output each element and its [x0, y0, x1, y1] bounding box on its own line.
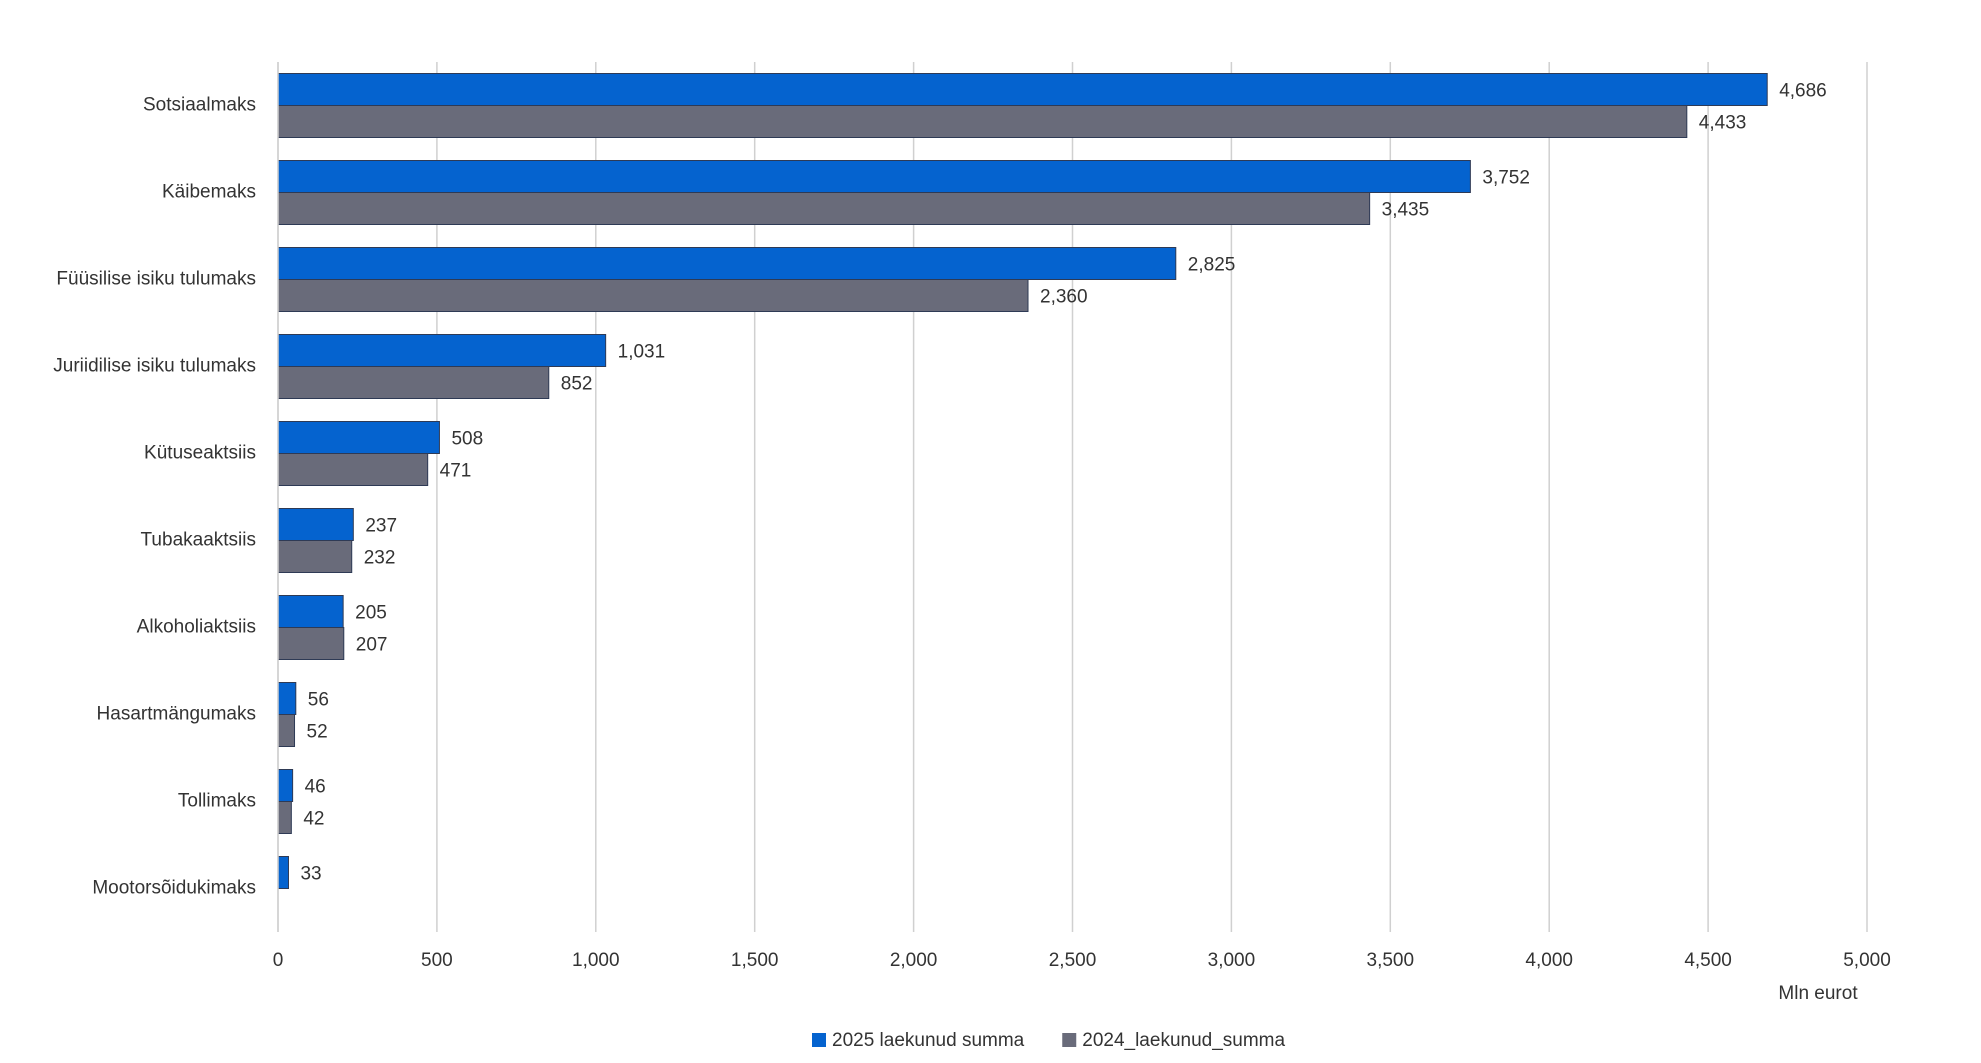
y-tick-label: Hasartmängumaks [97, 704, 256, 725]
y-tick-label: Juriidilise isiku tulumaks [53, 356, 256, 377]
x-tick-label: 1,000 [572, 950, 620, 971]
x-tick-label: 2,500 [1049, 950, 1097, 971]
value-label: 508 [451, 429, 483, 450]
bar [277, 595, 344, 628]
bar [277, 508, 354, 541]
value-label: 4,686 [1779, 81, 1827, 102]
legend-swatch [812, 1033, 826, 1047]
x-tick-label: 4,500 [1684, 950, 1732, 971]
x-tick-label: 5,000 [1843, 950, 1891, 971]
x-tick-label: 3,000 [1208, 950, 1256, 971]
bar [277, 334, 607, 367]
y-tick-label: Mootorsõidukimaks [92, 878, 256, 899]
value-label: 4,433 [1699, 113, 1747, 134]
value-label: 46 [305, 777, 326, 798]
bar [277, 192, 1371, 225]
value-label: 232 [364, 548, 396, 569]
legend-swatch [1062, 1033, 1077, 1047]
bar [277, 540, 353, 573]
bar [277, 279, 1029, 312]
bar [277, 856, 289, 889]
legend-label: 2025 laekunud summa [832, 1030, 1025, 1051]
value-label: 471 [440, 461, 472, 482]
value-label: 56 [308, 690, 329, 711]
bar [277, 366, 550, 399]
value-label: 1,031 [618, 342, 666, 363]
x-tick-label: 0 [273, 950, 284, 971]
y-tick-label: Tollimaks [178, 791, 256, 812]
value-label: 42 [303, 809, 324, 830]
y-tick-label: Füüsilise isiku tulumaks [56, 269, 256, 290]
bar [277, 627, 345, 660]
bar [277, 453, 429, 486]
value-label: 2,825 [1188, 255, 1236, 276]
x-axis-label: Mln eurot [1778, 983, 1858, 1004]
value-label: 237 [365, 516, 397, 537]
bar [277, 105, 1688, 138]
x-tick-label: 500 [421, 950, 453, 971]
x-tick-label: 4,000 [1525, 950, 1573, 971]
x-tick-label: 3,500 [1367, 950, 1415, 971]
value-label: 52 [307, 722, 328, 743]
y-tick-label: Sotsiaalmaks [143, 95, 256, 116]
bar [277, 714, 296, 747]
value-label: 205 [355, 603, 387, 624]
y-tick-label: Tubakaaktsiis [141, 530, 256, 551]
value-label: 852 [561, 374, 593, 395]
bar [277, 73, 1768, 106]
legend-label: 2024_laekunud_summa [1082, 1030, 1285, 1051]
bar [277, 682, 297, 715]
value-label: 33 [300, 864, 321, 885]
value-label: 2,360 [1040, 287, 1088, 308]
x-tick-label: 1,500 [731, 950, 779, 971]
bar [277, 160, 1471, 193]
y-tick-label: Kütuseaktsiis [144, 443, 256, 464]
y-tick-label: Käibemaks [162, 182, 256, 203]
value-label: 3,435 [1382, 200, 1430, 221]
bar [277, 801, 292, 834]
y-tick-label: Alkoholiaktsiis [137, 617, 256, 638]
value-label: 207 [356, 635, 388, 656]
bar [277, 769, 294, 802]
x-tick-label: 2,000 [890, 950, 938, 971]
bar [277, 421, 440, 454]
value-label: 3,752 [1482, 168, 1530, 189]
bar [277, 247, 1177, 280]
